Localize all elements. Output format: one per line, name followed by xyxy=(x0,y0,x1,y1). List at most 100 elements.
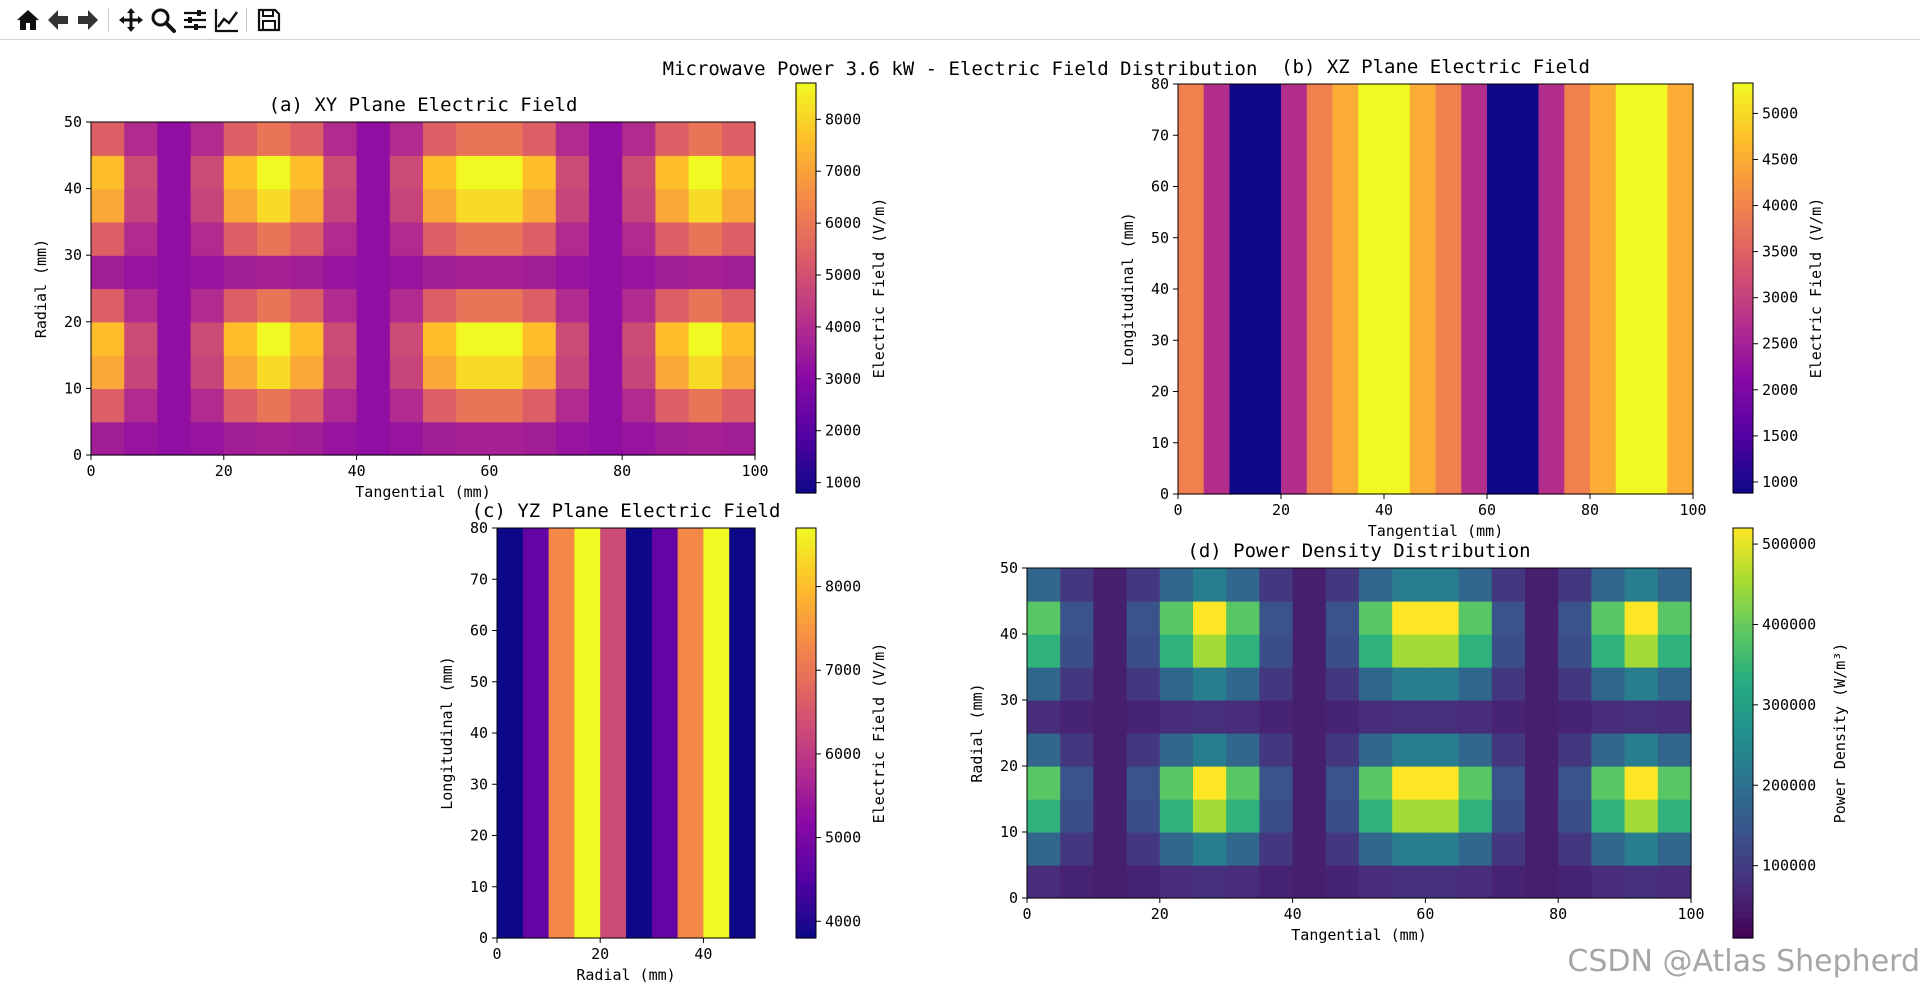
pan-button[interactable] xyxy=(115,4,147,36)
colorbar-label: Electric Field (V/m) xyxy=(870,643,888,824)
zoom-button[interactable] xyxy=(147,4,179,36)
heatmap-cell xyxy=(290,288,324,323)
colorbar-segment xyxy=(1733,438,1753,446)
colorbar-segment xyxy=(796,329,816,337)
heatmap-cell xyxy=(688,188,723,223)
heatmap-cell xyxy=(1657,865,1692,899)
chart-title: (b) XZ Plane Electric Field xyxy=(1281,56,1590,78)
x-tick-label: 20 xyxy=(1151,905,1169,923)
home-button[interactable] xyxy=(12,4,44,36)
x-tick-label: 0 xyxy=(1022,905,1031,923)
colorbar-tick-label: 3500 xyxy=(1762,243,1798,261)
heatmap-cell xyxy=(1203,84,1231,495)
colorbar-segment xyxy=(1733,575,1753,584)
heatmap-cell xyxy=(1159,766,1194,800)
watermark: CSDN @Atlas Shepherd xyxy=(1567,944,1920,979)
heatmap-cell xyxy=(1126,733,1161,767)
heatmap-cell xyxy=(1229,84,1256,495)
x-axis-label: Tangential (mm) xyxy=(355,483,490,501)
heatmap-cell xyxy=(223,355,258,389)
heatmap-cell xyxy=(356,255,391,290)
heatmap-cell xyxy=(1027,634,1061,668)
heatmap-cell xyxy=(223,155,258,190)
heatmap-cell xyxy=(1525,799,1559,833)
heatmap-cell xyxy=(1093,799,1128,833)
heatmap-cell xyxy=(1259,766,1294,800)
heatmap-cell xyxy=(1193,601,1227,635)
y-tick-label: 60 xyxy=(1151,178,1169,196)
heatmap-cell xyxy=(1667,84,1694,495)
colorbar-segment xyxy=(796,664,816,673)
heatmap-cell xyxy=(677,528,704,939)
colorbar-segment xyxy=(796,767,816,775)
axis-edit-button[interactable] xyxy=(211,4,243,36)
colorbar-segment xyxy=(1733,562,1753,570)
heatmap-cell xyxy=(1491,865,1526,899)
heatmap-cell xyxy=(290,221,324,256)
heatmap-cell xyxy=(1093,766,1128,800)
colorbar-segment xyxy=(796,486,816,494)
heatmap-cell xyxy=(1359,568,1393,602)
heatmap-cell xyxy=(456,421,490,456)
heatmap-cell xyxy=(1226,601,1260,635)
colorbar-segment xyxy=(1733,890,1753,898)
colorbar-segment xyxy=(796,212,816,221)
heatmap-cell xyxy=(651,528,679,939)
back-button[interactable] xyxy=(42,4,74,36)
heatmap-cell xyxy=(1461,84,1488,495)
heatmap-cell xyxy=(423,355,457,389)
colorbar-segment xyxy=(1733,692,1753,700)
colorbar-segment xyxy=(796,842,816,850)
colorbar-segment xyxy=(796,719,816,727)
colorbar-segment xyxy=(1733,787,1753,796)
colorbar-segment xyxy=(796,575,816,584)
heatmap-cell xyxy=(356,288,391,323)
colorbar-segment xyxy=(796,130,816,139)
colorbar-segment xyxy=(1733,582,1753,591)
heatmap-cell xyxy=(1259,601,1294,635)
heatmap-cell xyxy=(1060,799,1094,833)
colorbar-frame xyxy=(1732,82,1754,494)
heatmap-cell xyxy=(124,255,158,290)
heatmap-cell xyxy=(1193,832,1227,866)
colorbar-segment xyxy=(796,671,816,679)
forward-button[interactable] xyxy=(72,4,104,36)
heatmap-cell xyxy=(721,355,756,389)
colorbar-segment xyxy=(1733,910,1753,919)
colorbar-segment xyxy=(1733,301,1753,310)
heatmap-cell xyxy=(1126,799,1161,833)
colorbar-segment xyxy=(796,110,816,118)
heatmap-cell xyxy=(223,421,258,456)
colorbar-segment xyxy=(1733,411,1753,419)
y-tick-label: 0 xyxy=(1160,485,1169,503)
colorbar-segment xyxy=(796,869,816,878)
heatmap-cell xyxy=(688,355,723,389)
heatmap-cell xyxy=(124,421,158,456)
heatmap-cell xyxy=(456,321,490,356)
colorbar-segment xyxy=(1733,828,1753,837)
save-button[interactable] xyxy=(253,4,285,36)
heatmap-cell xyxy=(555,421,590,456)
axes-frame xyxy=(1026,567,1692,899)
heatmap-cell xyxy=(1292,799,1327,833)
colorbar-frame xyxy=(795,527,817,939)
colorbar-segment xyxy=(1733,780,1753,789)
heatmap-cell xyxy=(1358,84,1385,495)
heatmap-cell xyxy=(1525,601,1559,635)
colorbar-segment xyxy=(1733,726,1753,734)
subplots-button[interactable] xyxy=(179,4,211,36)
colorbar-segment xyxy=(1733,651,1753,659)
heatmap-cell xyxy=(1591,766,1626,800)
colorbar-segment xyxy=(796,178,816,187)
heatmap-cell xyxy=(190,388,225,423)
heatmap-cell xyxy=(1458,634,1493,668)
x-tick-label: 80 xyxy=(1581,501,1599,519)
heatmap-cell xyxy=(1458,667,1493,701)
colorbar-label: Power Density (W/m³) xyxy=(1831,643,1849,824)
heatmap-cell xyxy=(655,355,690,389)
colorbar-segment xyxy=(1733,616,1753,625)
save-floppy-icon xyxy=(257,8,281,32)
heatmap-cell xyxy=(257,388,291,423)
axes-frame xyxy=(90,121,756,456)
